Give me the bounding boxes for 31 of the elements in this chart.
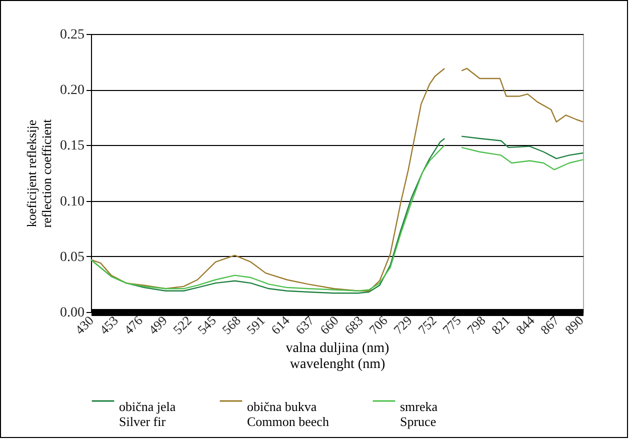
x-tick-label: 499 xyxy=(146,312,170,338)
x-tick-label: 821 xyxy=(488,312,513,338)
x-tick-label: 867 xyxy=(537,312,562,338)
x-tick-label: 729 xyxy=(390,312,415,338)
x-tick-label: 522 xyxy=(170,312,194,338)
y-tick-label: 0.20 xyxy=(60,83,84,98)
y-tick-label: 0.15 xyxy=(60,138,84,154)
legend-label: obična bukva Common beech xyxy=(247,399,330,429)
x-tick-label: 844 xyxy=(512,312,538,338)
x-tick-label: 683 xyxy=(341,312,366,338)
x-tick-label: 706 xyxy=(366,312,391,338)
x-tick-label: 568 xyxy=(219,312,244,338)
x-tick-label: 752 xyxy=(414,312,440,338)
x-tick-label: 453 xyxy=(96,312,121,338)
x-tick-label: 890 xyxy=(562,312,586,338)
x-tick-label: 476 xyxy=(121,312,146,338)
y-tick-label: 0.10 xyxy=(60,194,84,210)
x-tick-label: 660 xyxy=(316,312,342,338)
y-axis-title: koeficijent refleksije reflection coefficient xyxy=(24,118,54,228)
y-tick-label: 0.25 xyxy=(60,28,84,42)
x-tick-label: 614 xyxy=(268,312,293,338)
x-tick-label: 798 xyxy=(464,312,488,338)
x-tick-label: 591 xyxy=(244,312,268,338)
x-tick-label: 775 xyxy=(439,312,464,338)
x-tick-label: 637 xyxy=(292,312,318,338)
y-tick-label: 0.00 xyxy=(60,306,84,320)
legend-label: smreka Spruce xyxy=(400,399,438,429)
x-axis-title: valna duljina (nm) wavelenght (nm) xyxy=(286,341,390,372)
x-tick-label: 545 xyxy=(194,312,219,338)
y-tick-label: 0.05 xyxy=(60,250,84,265)
legend-label: obična jela Silver fir xyxy=(119,399,176,429)
